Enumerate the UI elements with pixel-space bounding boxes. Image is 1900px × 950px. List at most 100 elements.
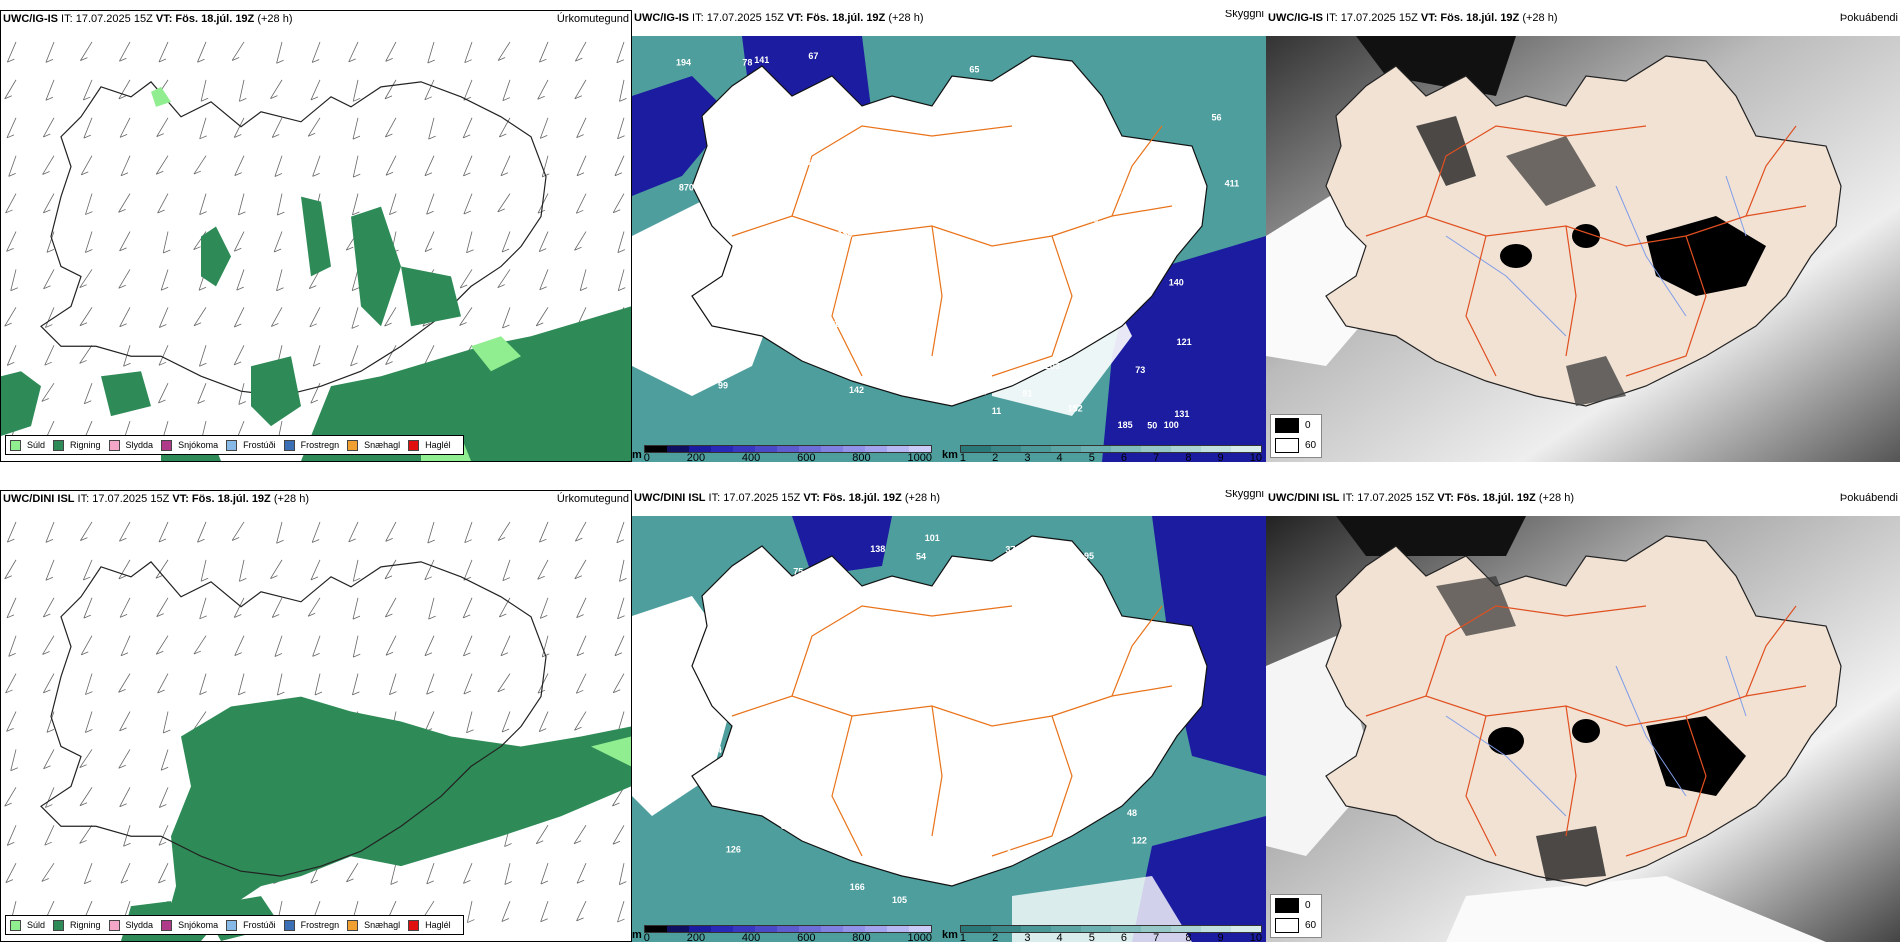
wind-barb-flag [310, 96, 319, 101]
vis-value-label: 131 [1174, 409, 1189, 419]
visibility-map[interactable]: 126 95 75 134 126 100 54 79 70 143 70 101 241 258 105 1… [632, 516, 1266, 942]
vis-value-label: 73 [1135, 365, 1145, 375]
cbar-cell [886, 446, 909, 452]
wind-barb-flag [159, 324, 167, 328]
wind-barb-flag [463, 614, 471, 619]
wind-barb [463, 635, 473, 657]
cbar-cell [1171, 446, 1202, 452]
vis-value-label: 67 [954, 620, 964, 630]
wind-barb-flag [199, 211, 207, 215]
wind-barb-flag [313, 362, 321, 367]
legend-swatch [53, 919, 65, 931]
precip-map[interactable]: Súld Rigning Slydda Snjókoma Frostúði Frostre… [1, 507, 631, 941]
wind-barb-flag [424, 248, 433, 252]
wind-barb [574, 711, 587, 731]
wind-barb [576, 900, 587, 922]
vis-value-label: 37 [1005, 544, 1015, 554]
vis-value-label: 107 [765, 803, 780, 813]
legend-swatch [347, 439, 359, 451]
wind-barb-flag [574, 95, 583, 100]
wind-barb-flag [277, 211, 285, 216]
vis-value-label: 70 [890, 587, 900, 597]
precip-map[interactable]: Súld Rigning Slydda Snjókoma Frostúði Frostre… [1, 27, 631, 461]
vis-value-label: 134 [1107, 614, 1122, 624]
wind-barb-flag [4, 575, 12, 580]
wind-barb-flag [353, 173, 361, 178]
fog-map[interactable]: 0 60 [1266, 516, 1900, 942]
cbar-m-cells [643, 925, 932, 933]
wind-barb [5, 193, 17, 214]
wind-barb-flag [236, 286, 244, 291]
wind-barb-flag [272, 614, 280, 618]
cbar-cell [1110, 926, 1141, 932]
wind-barb-flag [118, 95, 127, 100]
wind-barb-flag [385, 171, 394, 176]
wind-barb-flag [536, 840, 544, 845]
wind-barb [43, 749, 55, 769]
wind-barb-flag [5, 209, 13, 214]
wind-barb [79, 749, 93, 768]
cbar-unit: km [942, 929, 958, 941]
legend-swatch [53, 439, 65, 451]
wind-barb [276, 269, 283, 291]
low-vis-area [1152, 516, 1266, 776]
cbar-tick: 9 [1217, 452, 1224, 463]
wind-barb [276, 193, 283, 216]
legend-item: Snæhagl [347, 439, 400, 451]
wind-barb-flag [575, 57, 583, 62]
wind-barb-flag [119, 803, 127, 808]
wind-barb [424, 155, 435, 176]
wind-barb [618, 863, 625, 885]
wind-barb-flag [385, 651, 394, 656]
wind-barb [462, 117, 473, 139]
cbar-cell [798, 926, 821, 932]
wind-barb-flag [540, 880, 549, 885]
cbar-tick: 600 [797, 452, 816, 463]
wind-barb-flag [193, 170, 202, 175]
wind-barb [193, 635, 207, 655]
vis-value-label: 79 [766, 802, 776, 812]
wind-barb-flag [46, 248, 55, 253]
wind-barb-flag [45, 539, 54, 543]
init-time: IT: 17.07.2025 15Z [58, 13, 153, 25]
wind-barb [158, 825, 169, 846]
fog-white-label: 60 [1305, 439, 1317, 451]
vis-value-label: 76 [840, 308, 850, 318]
fog-map-svg [1266, 516, 1900, 942]
legend-swatch [408, 919, 420, 931]
cbar-cell [864, 446, 887, 452]
wind-barb [45, 559, 55, 581]
wind-barb-flag [309, 323, 317, 328]
wind-barb-flag [576, 879, 585, 884]
wind-barb-flag [309, 285, 317, 289]
fog-map[interactable]: 0 60 [1266, 36, 1900, 462]
wind-barb-flag [466, 729, 474, 734]
vis-value-label: 55 [657, 704, 667, 714]
wind-barb [6, 41, 17, 63]
panel-visibility-igis: UWC/IG-IS IT: 17.07.2025 15Z VT: Fös. 18… [632, 10, 1266, 462]
wind-barb-flag [352, 615, 361, 620]
wind-barb-flag [348, 538, 356, 543]
cbar-m-ticks: 0 200 400 600 800 1000 [644, 452, 932, 463]
visibility-map[interactable]: 58 49 78 43 100 97 104 128 124 90 42 65 194 185 184 203… [632, 36, 1266, 462]
legend-item: Súld [10, 439, 45, 451]
legend-swatch [108, 439, 120, 451]
wind-barb [200, 559, 207, 582]
wind-barb [42, 155, 55, 175]
cbar-cell [732, 446, 755, 452]
wind-barb-flag [198, 286, 207, 291]
wind-barb [238, 559, 245, 582]
wind-barb [85, 231, 93, 253]
vis-value-label: 70 [696, 732, 706, 742]
wind-barb [85, 711, 93, 733]
wind-barb-flag [43, 689, 51, 694]
wind-barb-flag [575, 537, 583, 542]
legend-item: Rigning [53, 439, 101, 451]
wind-barb-flag [44, 841, 52, 846]
wind-barb [307, 597, 321, 617]
vis-value-label: 143 [1065, 649, 1080, 659]
cbar-cell [776, 926, 799, 932]
wind-barb-flag [352, 287, 360, 291]
vis-value-label: 49 [775, 202, 785, 212]
